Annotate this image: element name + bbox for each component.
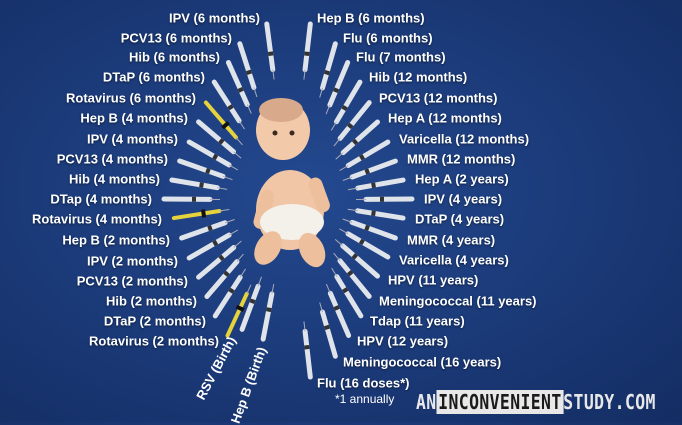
left-label: Rotavirus (4 months) <box>32 212 162 227</box>
right-label: Varicella (4 years) <box>399 253 509 268</box>
right-label: MMR (12 months) <box>407 152 515 167</box>
left-label: PCV13 (6 months) <box>121 31 232 46</box>
right-label: Flu (6 months) <box>343 31 433 46</box>
syringe-icon <box>334 103 369 146</box>
syringe-icon <box>334 253 370 296</box>
left-label: Hib (4 months) <box>69 172 160 187</box>
right-label: Varicella (12 months) <box>399 132 529 147</box>
syringe-icon <box>207 254 244 296</box>
right-label: Hep A (12 months) <box>388 111 502 126</box>
syringe-icon <box>172 180 227 189</box>
left-label: PCV13 (4 months) <box>57 152 168 167</box>
logo-pre: AN <box>416 390 437 414</box>
right-label: Meningococcal (16 years) <box>343 355 501 370</box>
right-label: Tdap (11 years) <box>370 314 465 329</box>
right-label: DTaP (4 years) <box>415 212 504 227</box>
right-label: MMR (4 years) <box>407 233 495 248</box>
site-logo: ANINCONVENIENTSTUDY.COM <box>416 390 656 414</box>
right-label: Meningococcal (11 years) <box>379 294 537 309</box>
syringe-icon <box>320 44 336 98</box>
baby-photo <box>249 98 332 271</box>
footnote: *1 annually <box>335 392 394 406</box>
syringe-icon <box>304 24 310 80</box>
syringe-icon <box>320 302 336 356</box>
right-label: HPV (12 years) <box>357 334 448 349</box>
left-label: Hep B (2 months) <box>62 233 170 248</box>
left-label: IPV (2 months) <box>87 254 178 269</box>
right-label: Hep A (2 years) <box>415 172 509 187</box>
oral-dropper-icon <box>206 103 243 145</box>
left-label: Hib (2 months) <box>106 294 197 309</box>
left-label: Rotavirus (6 months) <box>66 91 196 106</box>
left-label: Hep B (4 months) <box>80 111 188 126</box>
left-label: Rotavirus (2 months) <box>89 334 219 349</box>
left-label: PCV13 (2 months) <box>77 274 188 289</box>
left-label: IPV (6 months) <box>169 11 260 26</box>
right-label: Hep B (6 months) <box>317 11 425 26</box>
logo-post: STUDY.COM <box>563 390 656 414</box>
right-label: Hib (12 months) <box>369 70 467 85</box>
syringe-icon <box>348 180 403 190</box>
left-label: DTaP (6 months) <box>103 70 205 85</box>
left-label: Hib (6 months) <box>129 50 220 65</box>
syringe-icon <box>267 24 274 80</box>
right-label: HPV (11 years) <box>388 273 478 288</box>
left-label: DTaP (2 months) <box>104 314 206 329</box>
oral-dropper-icon <box>174 209 229 218</box>
syringe-icon <box>348 209 403 218</box>
right-label: IPV (4 years) <box>424 192 502 207</box>
left-label: DTap (4 months) <box>50 192 152 207</box>
logo-highlight: INCONVENIENT <box>437 390 564 414</box>
left-label: IPV (4 months) <box>87 132 178 147</box>
right-label: Flu (7 months) <box>356 50 446 65</box>
syringe-icon <box>242 277 261 330</box>
syringe-icon <box>304 321 310 377</box>
syringe-icon <box>263 284 274 339</box>
right-label: PCV13 (12 months) <box>379 91 497 106</box>
right-label: Flu (16 doses*) <box>317 376 409 391</box>
